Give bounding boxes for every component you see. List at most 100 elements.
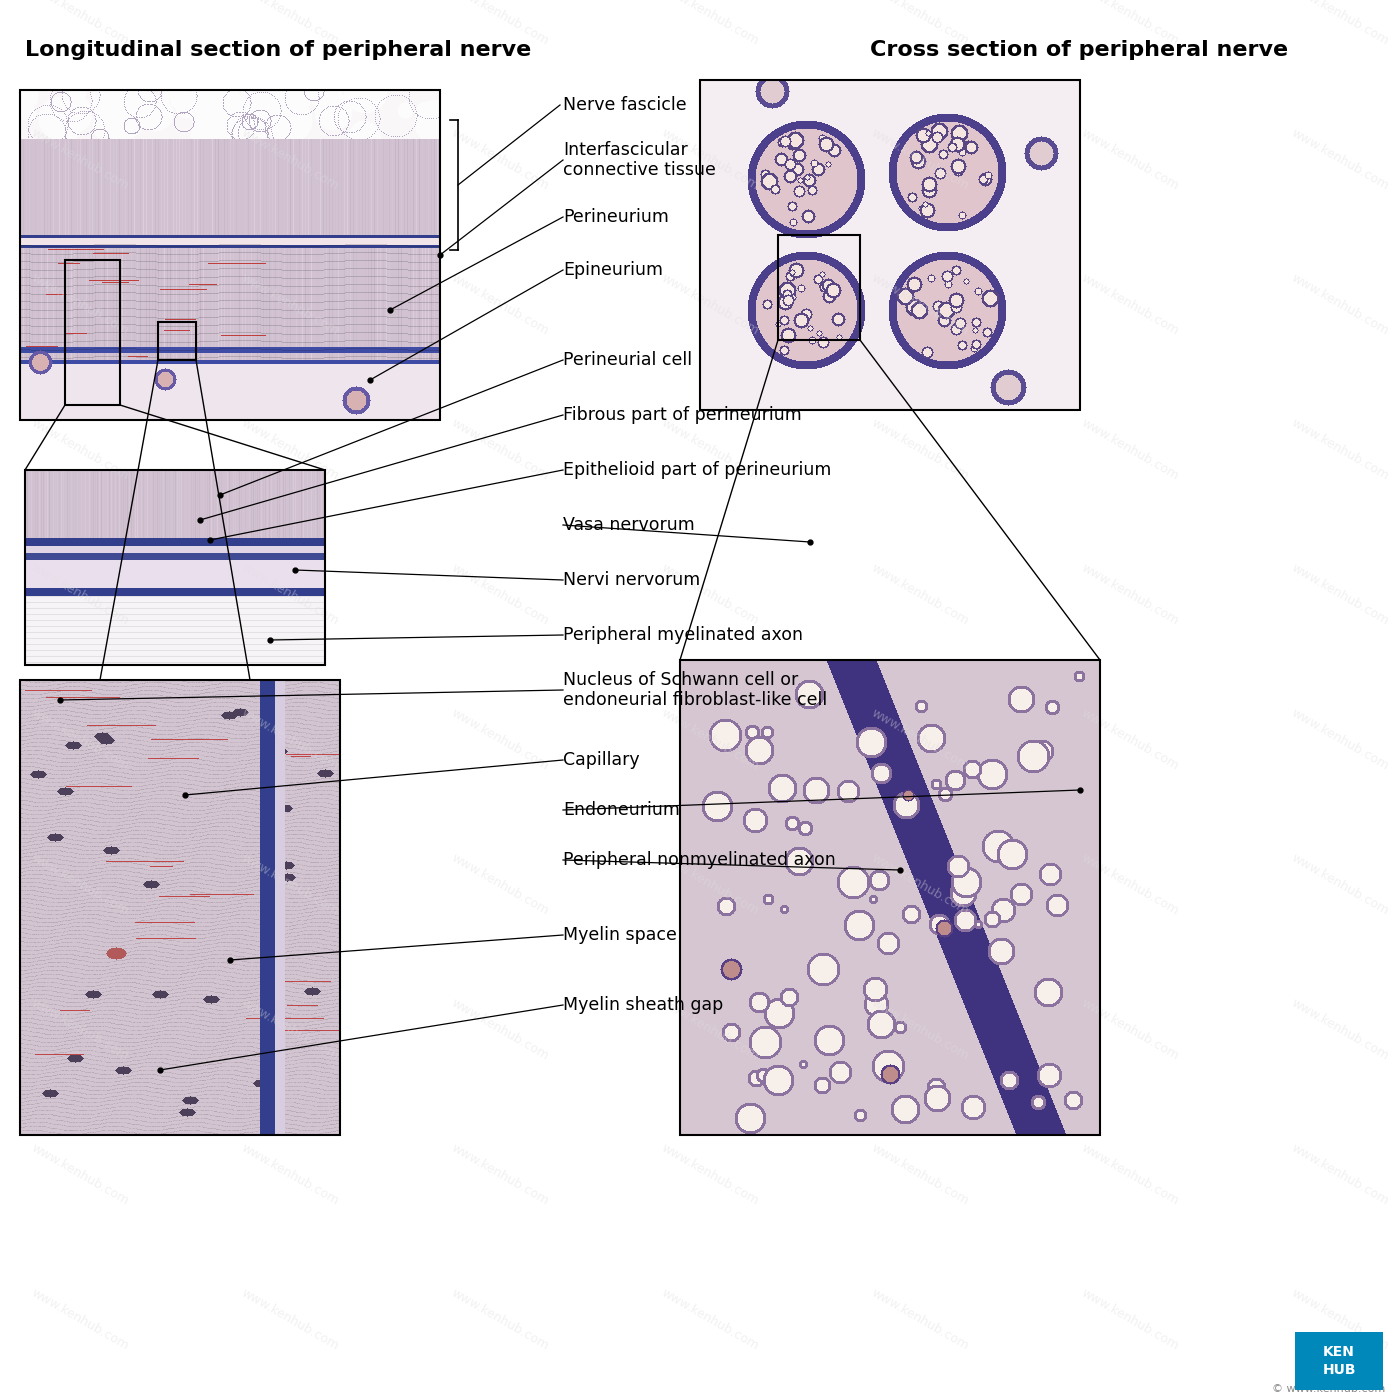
- Text: www.kenhub.com: www.kenhub.com: [1289, 851, 1392, 918]
- Text: www.kenhub.com: www.kenhub.com: [1079, 561, 1182, 629]
- Text: www.kenhub.com: www.kenhub.com: [449, 1142, 552, 1208]
- Text: www.kenhub.com: www.kenhub.com: [449, 417, 552, 483]
- Text: www.kenhub.com: www.kenhub.com: [239, 707, 342, 773]
- Text: www.kenhub.com: www.kenhub.com: [449, 1287, 552, 1354]
- Text: www.kenhub.com: www.kenhub.com: [449, 997, 552, 1063]
- Text: www.kenhub.com: www.kenhub.com: [239, 417, 342, 483]
- Text: www.kenhub.com: www.kenhub.com: [869, 272, 972, 339]
- Text: www.kenhub.com: www.kenhub.com: [1289, 561, 1392, 629]
- Text: Nucleus of Schwann cell or
endoneurial fibroblast-like cell: Nucleus of Schwann cell or endoneurial f…: [563, 671, 827, 710]
- Text: www.kenhub.com: www.kenhub.com: [1289, 0, 1392, 48]
- Text: www.kenhub.com: www.kenhub.com: [449, 707, 552, 773]
- Text: www.kenhub.com: www.kenhub.com: [449, 0, 552, 48]
- Text: www.kenhub.com: www.kenhub.com: [1079, 851, 1182, 918]
- Bar: [700, 80, 1079, 410]
- Text: Epineurium: Epineurium: [563, 260, 664, 279]
- Text: www.kenhub.com: www.kenhub.com: [29, 417, 132, 483]
- Text: Peripheral myelinated axon: Peripheral myelinated axon: [563, 626, 804, 644]
- Text: www.kenhub.com: www.kenhub.com: [239, 127, 342, 193]
- Text: Nerve fascicle: Nerve fascicle: [563, 97, 686, 113]
- Text: HUB: HUB: [1322, 1364, 1355, 1378]
- Text: www.kenhub.com: www.kenhub.com: [869, 851, 972, 918]
- Text: www.kenhub.com: www.kenhub.com: [449, 561, 552, 629]
- Text: www.kenhub.com: www.kenhub.com: [1289, 272, 1392, 339]
- Text: www.kenhub.com: www.kenhub.com: [29, 127, 132, 193]
- Bar: [778, 235, 860, 340]
- Bar: [680, 659, 1100, 1135]
- Text: www.kenhub.com: www.kenhub.com: [239, 0, 342, 48]
- Text: www.kenhub.com: www.kenhub.com: [1079, 1142, 1182, 1208]
- Text: Capillary: Capillary: [563, 750, 640, 769]
- Text: www.kenhub.com: www.kenhub.com: [1289, 127, 1392, 193]
- Text: www.kenhub.com: www.kenhub.com: [1079, 1287, 1182, 1354]
- Text: www.kenhub.com: www.kenhub.com: [869, 127, 972, 193]
- Text: Longitudinal section of peripheral nerve: Longitudinal section of peripheral nerve: [25, 41, 531, 60]
- Text: www.kenhub.com: www.kenhub.com: [239, 1287, 342, 1354]
- Text: www.kenhub.com: www.kenhub.com: [1079, 0, 1182, 48]
- Text: www.kenhub.com: www.kenhub.com: [869, 0, 972, 48]
- Text: Interfascicular
connective tissue: Interfascicular connective tissue: [563, 140, 715, 179]
- Text: www.kenhub.com: www.kenhub.com: [1079, 272, 1182, 339]
- Text: www.kenhub.com: www.kenhub.com: [659, 417, 762, 483]
- Text: www.kenhub.com: www.kenhub.com: [869, 561, 972, 629]
- Text: Nervi nervorum: Nervi nervorum: [563, 571, 700, 589]
- Text: www.kenhub.com: www.kenhub.com: [1289, 997, 1392, 1063]
- Text: www.kenhub.com: www.kenhub.com: [239, 1142, 342, 1208]
- Text: www.kenhub.com: www.kenhub.com: [1079, 707, 1182, 773]
- Text: www.kenhub.com: www.kenhub.com: [1289, 1287, 1392, 1354]
- Text: © www.kenhub.com: © www.kenhub.com: [1271, 1385, 1385, 1394]
- Text: KEN: KEN: [1323, 1345, 1355, 1359]
- Text: www.kenhub.com: www.kenhub.com: [449, 127, 552, 193]
- Text: www.kenhub.com: www.kenhub.com: [29, 1287, 132, 1354]
- Text: www.kenhub.com: www.kenhub.com: [659, 1142, 762, 1208]
- Text: www.kenhub.com: www.kenhub.com: [659, 127, 762, 193]
- Bar: [25, 470, 325, 665]
- Text: www.kenhub.com: www.kenhub.com: [659, 272, 762, 339]
- Text: www.kenhub.com: www.kenhub.com: [29, 851, 132, 918]
- Text: www.kenhub.com: www.kenhub.com: [449, 272, 552, 339]
- Text: www.kenhub.com: www.kenhub.com: [869, 1287, 972, 1354]
- Text: www.kenhub.com: www.kenhub.com: [869, 417, 972, 483]
- Text: Myelin space: Myelin space: [563, 925, 676, 944]
- Text: www.kenhub.com: www.kenhub.com: [239, 997, 342, 1063]
- Text: Vasa nervorum: Vasa nervorum: [563, 517, 694, 533]
- Text: www.kenhub.com: www.kenhub.com: [449, 851, 552, 918]
- Text: www.kenhub.com: www.kenhub.com: [659, 997, 762, 1063]
- Text: www.kenhub.com: www.kenhub.com: [239, 851, 342, 918]
- Text: www.kenhub.com: www.kenhub.com: [869, 707, 972, 773]
- Text: www.kenhub.com: www.kenhub.com: [1079, 417, 1182, 483]
- Text: www.kenhub.com: www.kenhub.com: [29, 0, 132, 48]
- Text: Cross section of peripheral nerve: Cross section of peripheral nerve: [869, 41, 1288, 60]
- Text: www.kenhub.com: www.kenhub.com: [1289, 1142, 1392, 1208]
- Text: www.kenhub.com: www.kenhub.com: [29, 272, 132, 339]
- Bar: [64, 260, 120, 405]
- Text: Epithelioid part of perineurium: Epithelioid part of perineurium: [563, 461, 832, 479]
- Text: www.kenhub.com: www.kenhub.com: [1079, 127, 1182, 193]
- Text: Endoneurium: Endoneurium: [563, 801, 680, 819]
- Text: www.kenhub.com: www.kenhub.com: [659, 1287, 762, 1354]
- Text: www.kenhub.com: www.kenhub.com: [869, 1142, 972, 1208]
- Text: www.kenhub.com: www.kenhub.com: [659, 851, 762, 918]
- Text: www.kenhub.com: www.kenhub.com: [29, 1142, 132, 1208]
- Text: www.kenhub.com: www.kenhub.com: [239, 272, 342, 339]
- Text: Fibrous part of perineurium: Fibrous part of perineurium: [563, 406, 802, 424]
- Text: www.kenhub.com: www.kenhub.com: [1079, 997, 1182, 1063]
- Text: Perineurial cell: Perineurial cell: [563, 351, 692, 370]
- Text: www.kenhub.com: www.kenhub.com: [1289, 417, 1392, 483]
- Text: Peripheral nonmyelinated axon: Peripheral nonmyelinated axon: [563, 851, 836, 869]
- Bar: [20, 680, 340, 1135]
- Text: Perineurium: Perineurium: [563, 209, 669, 225]
- Text: www.kenhub.com: www.kenhub.com: [659, 561, 762, 629]
- Text: Myelin sheath gap: Myelin sheath gap: [563, 995, 724, 1014]
- Text: www.kenhub.com: www.kenhub.com: [29, 561, 132, 629]
- Text: www.kenhub.com: www.kenhub.com: [29, 707, 132, 773]
- Bar: [20, 90, 440, 420]
- Text: www.kenhub.com: www.kenhub.com: [1289, 707, 1392, 773]
- Text: www.kenhub.com: www.kenhub.com: [29, 997, 132, 1063]
- Text: www.kenhub.com: www.kenhub.com: [869, 997, 972, 1063]
- Text: www.kenhub.com: www.kenhub.com: [239, 561, 342, 629]
- Bar: [158, 322, 196, 360]
- Bar: [1295, 1331, 1383, 1390]
- Text: www.kenhub.com: www.kenhub.com: [659, 707, 762, 773]
- Text: www.kenhub.com: www.kenhub.com: [659, 0, 762, 48]
